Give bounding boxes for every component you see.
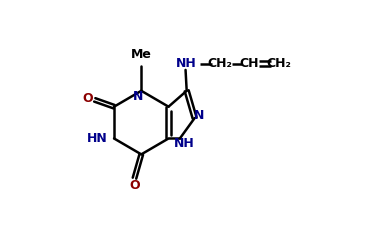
Text: O: O (83, 92, 93, 105)
Text: N: N (133, 90, 143, 103)
Text: CH₂: CH₂ (207, 57, 232, 70)
Text: CH₂: CH₂ (266, 57, 291, 70)
Text: HN: HN (87, 132, 108, 145)
Text: CH: CH (240, 57, 259, 70)
Text: O: O (129, 178, 140, 192)
Text: N: N (194, 109, 204, 122)
Text: Me: Me (131, 48, 152, 61)
Text: NH: NH (176, 57, 197, 70)
Text: NH: NH (174, 136, 195, 150)
